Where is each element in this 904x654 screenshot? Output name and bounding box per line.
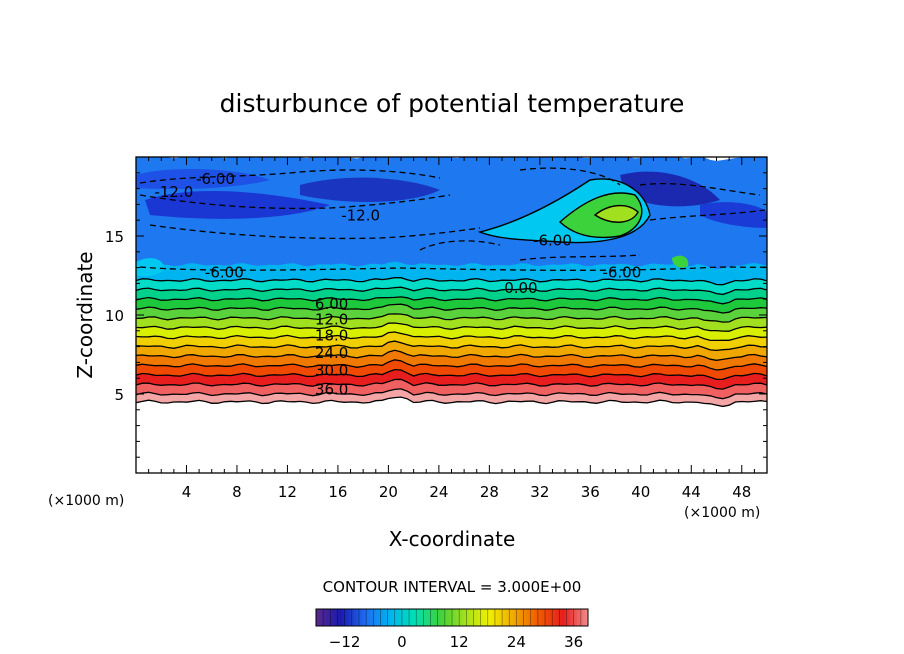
x-tick-label: 12 — [278, 483, 297, 501]
contour-interval-text: CONTOUR INTERVAL = 3.000E+00 — [323, 578, 582, 596]
contour-line — [136, 378, 767, 390]
contour-line — [136, 388, 767, 400]
contour-line — [139, 194, 451, 210]
contour-label: 0.00 — [504, 279, 537, 297]
colorbar-tick-label: 24 — [507, 633, 526, 651]
positive-anomaly-patch — [595, 205, 638, 223]
contour-line — [136, 303, 767, 314]
y-tick-label: 5 — [114, 386, 124, 404]
contour-line — [136, 286, 767, 296]
contour-line — [136, 296, 767, 305]
x-tick-label: 4 — [182, 483, 192, 501]
contour-line — [139, 266, 767, 271]
x-tick-label: 8 — [232, 483, 242, 501]
colorbar-tick-label: 12 — [450, 633, 469, 651]
x-unit-right: (×1000 m) — [684, 505, 760, 521]
contour-line — [136, 313, 767, 323]
y-tick-label: 15 — [105, 228, 124, 246]
plot-area: -6.00-12.0-12.0-6.00-6.00-6.000.006.0012… — [136, 157, 767, 408]
colorbar-segments — [322, 609, 582, 626]
contour-label: -6.00 — [196, 170, 235, 188]
colorbar-tick-label: −12 — [329, 633, 361, 651]
x-tick-label: 20 — [379, 483, 398, 501]
x-tick-label: 40 — [631, 483, 650, 501]
contour-label: -12.0 — [341, 206, 380, 224]
negative-anomaly-patch — [620, 171, 720, 207]
y-axis-label: Z-coordinate — [73, 251, 97, 378]
x-tick-label: 44 — [682, 483, 701, 501]
negative-anomaly-patch — [136, 168, 270, 190]
contour-line — [136, 340, 767, 352]
contour-line — [649, 209, 766, 221]
contour-line — [136, 331, 767, 342]
contour-labels: -6.00-12.0-12.0-6.00-6.00-6.000.006.0012… — [154, 170, 641, 398]
contour-line — [477, 178, 651, 244]
contour-label: -12.0 — [154, 183, 193, 201]
x-tick-label: 48 — [732, 483, 751, 501]
x-tick-label: 28 — [480, 483, 499, 501]
contour-line — [136, 359, 767, 371]
x-axis-label: X-coordinate — [389, 527, 516, 551]
contour-line — [558, 192, 643, 239]
contour-label: 6.00 — [315, 295, 348, 313]
colorbar: −12 0 12 24 36 — [315, 608, 589, 651]
contour-label: -6.00 — [602, 263, 641, 281]
y-tick-label: 10 — [105, 307, 124, 325]
contour-line — [639, 183, 761, 196]
contour-label: 18.0 — [315, 327, 348, 345]
contour-line — [593, 204, 639, 223]
colorbar-tick-label: 0 — [397, 633, 407, 651]
contour-label: 36.0 — [315, 380, 348, 398]
contour-label: -6.00 — [205, 263, 244, 281]
contour-line — [139, 169, 441, 184]
negative-contour-lines — [139, 167, 767, 271]
chart-title: disturbunce of potential temperature — [220, 89, 685, 118]
colorbar-tick-labels: −12 0 12 24 36 — [329, 633, 583, 651]
contour-line — [419, 240, 501, 251]
contour-line — [136, 276, 767, 286]
contour-label: 24.0 — [315, 344, 348, 362]
x-tick-label: 36 — [581, 483, 600, 501]
negative-anomaly-patch — [300, 177, 440, 202]
contour-line — [136, 396, 767, 408]
x-tick-label: 16 — [328, 483, 347, 501]
contour-line — [136, 349, 767, 361]
contour-label: -6.00 — [533, 232, 572, 250]
negative-anomaly-patch — [145, 190, 330, 219]
x-tick-label: 24 — [429, 483, 448, 501]
contour-line — [136, 322, 767, 332]
contour-label: 30.0 — [315, 361, 348, 379]
x-tick-label: 32 — [530, 483, 549, 501]
positive-anomaly-patch — [672, 255, 689, 268]
contour-line — [519, 254, 641, 261]
negative-anomaly-patch — [700, 202, 767, 228]
axis-ticks — [136, 157, 767, 473]
upper-turbulence-features — [136, 168, 767, 277]
contour-lines — [136, 276, 767, 408]
contour-label: 12.0 — [315, 311, 348, 329]
x-unit-left: (×1000 m) — [48, 493, 124, 509]
warm-patch-contours — [477, 178, 651, 244]
contour-line — [136, 368, 767, 381]
colorbar-tick-label: 36 — [564, 633, 583, 651]
